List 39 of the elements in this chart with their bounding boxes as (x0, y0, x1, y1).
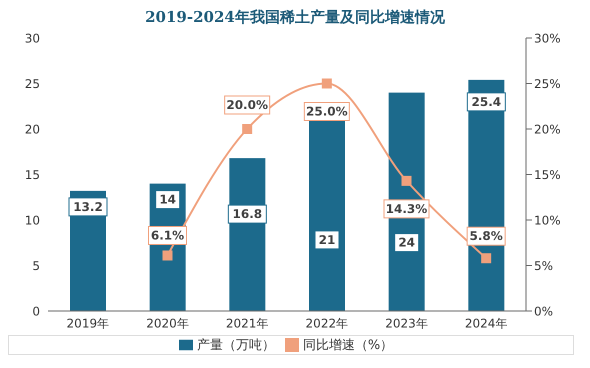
data-label: 16.8 (232, 207, 262, 222)
point (322, 78, 332, 88)
point (242, 124, 252, 134)
x-tick-label: 2024年 (464, 316, 508, 331)
y2-tick-label: 10% (534, 213, 561, 228)
y-tick-label: 5 (32, 258, 40, 273)
point (402, 176, 412, 186)
legend-label: 同比增速（%） (302, 338, 394, 353)
data-label: 14.3% (386, 202, 428, 216)
point (162, 250, 172, 260)
y2-tick-label: 20% (534, 122, 561, 136)
x-tick-label: 2019年 (66, 316, 110, 331)
y2-tick-label: 5% (534, 258, 554, 273)
y-tick-label: 15 (24, 168, 40, 182)
data-label: 5.8% (470, 229, 503, 244)
data-label: 20.0% (226, 98, 268, 112)
data-label: 25.4 (472, 94, 502, 109)
x-tick-label: 2022年 (306, 316, 348, 331)
data-label: 24 (398, 236, 416, 250)
x-tick-label: 2023年 (385, 316, 428, 331)
legend-label: 产量（万吨） (196, 338, 275, 353)
data-label: 21 (318, 232, 336, 247)
x-tick-label: 2020年 (146, 316, 189, 331)
y2-tick-label: 15% (534, 168, 561, 182)
chart-title: 2019-2024年我国稀土产量及同比增速情况 (144, 8, 446, 28)
data-label: 13.2 (73, 200, 103, 214)
y2-tick-label: 30% (534, 31, 561, 46)
y-tick-label: 30 (24, 31, 40, 46)
data-label: 25.0% (306, 104, 348, 118)
y-tick-label: 20 (24, 122, 40, 136)
y-tick-label: 25 (24, 76, 40, 91)
y-tick-label: 0 (32, 304, 40, 318)
y2-tick-label: 25% (534, 76, 561, 91)
y-tick-label: 10 (24, 213, 40, 228)
y2-tick-label: 0% (534, 304, 554, 318)
data-label: 14 (159, 192, 176, 207)
data-label: 6.1% (150, 228, 184, 242)
x-tick-label: 2021年 (226, 316, 268, 331)
point (481, 253, 492, 264)
